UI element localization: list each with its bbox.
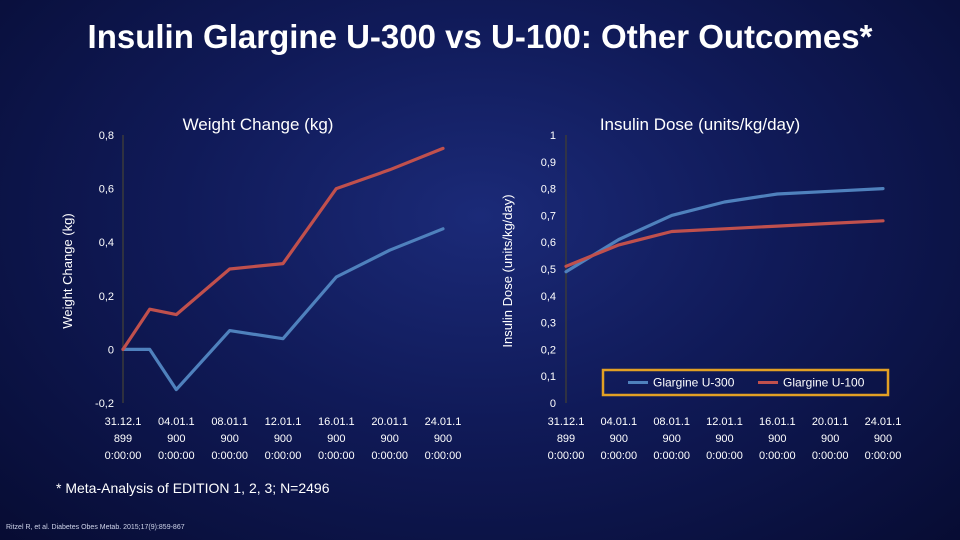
dose-x-tick-label: 20.01.1 bbox=[812, 416, 849, 428]
dose-x-tick-label: 900 bbox=[874, 433, 892, 445]
dose-x-tick-label: 900 bbox=[715, 433, 733, 445]
weight-x-tick-label: 24.01.1 bbox=[425, 416, 462, 428]
dose-x-tick-label: 899 bbox=[557, 433, 575, 445]
dose-y-tick-label: 0,8 bbox=[541, 184, 556, 196]
dose-legend-label: Glargine U-300 bbox=[653, 376, 735, 390]
weight-x-tick-label: 900 bbox=[434, 433, 452, 445]
weight-y-tick-label: 0,6 bbox=[99, 184, 114, 196]
dose-x-tick-label: 24.01.1 bbox=[865, 416, 902, 428]
dose-x-tick-label: 900 bbox=[821, 433, 839, 445]
weight-x-tick-label: 04.01.1 bbox=[158, 416, 195, 428]
weight-x-tick-label: 08.01.1 bbox=[211, 416, 248, 428]
dose-x-tick-label: 04.01.1 bbox=[600, 416, 637, 428]
slide-title: Insulin Glargine U-300 vs U-100: Other O… bbox=[87, 18, 873, 55]
weight-y-tick-label: -0,2 bbox=[95, 398, 114, 410]
weight-chart-title: Weight Change (kg) bbox=[183, 115, 334, 134]
dose-x-tick-label: 900 bbox=[768, 433, 786, 445]
dose-y-tick-label: 0,9 bbox=[541, 157, 556, 169]
weight-x-tick-label: 900 bbox=[220, 433, 238, 445]
dose-y-tick-label: 0 bbox=[550, 398, 556, 410]
weight-x-tick-label: 0:00:00 bbox=[425, 450, 462, 462]
dose-y-tick-label: 1 bbox=[550, 130, 556, 142]
weight-x-tick-label: 899 bbox=[114, 433, 132, 445]
weight-x-tick-label: 0:00:00 bbox=[158, 450, 195, 462]
dose-chart-title: Insulin Dose (units/kg/day) bbox=[600, 115, 800, 134]
weight-x-tick-label: 900 bbox=[327, 433, 345, 445]
dose-y-tick-label: 0,5 bbox=[541, 264, 556, 276]
weight-x-tick-label: 20.01.1 bbox=[371, 416, 408, 428]
dose-y-tick-label: 0,7 bbox=[541, 210, 556, 222]
weight-y-tick-label: 0,4 bbox=[99, 237, 114, 249]
dose-x-tick-label: 0:00:00 bbox=[865, 450, 902, 462]
dose-x-tick-label: 0:00:00 bbox=[706, 450, 743, 462]
weight-y-tick-label: 0,2 bbox=[99, 291, 114, 303]
dose-y-tick-label: 0,2 bbox=[541, 344, 556, 356]
dose-x-tick-label: 0:00:00 bbox=[812, 450, 849, 462]
weight-x-tick-label: 0:00:00 bbox=[265, 450, 302, 462]
dose-x-tick-label: 900 bbox=[662, 433, 680, 445]
dose-y-tick-label: 0,6 bbox=[541, 237, 556, 249]
dose-x-tick-label: 0:00:00 bbox=[600, 450, 637, 462]
dose-x-tick-label: 0:00:00 bbox=[759, 450, 796, 462]
dose-series-line-u300 bbox=[564, 187, 885, 274]
weight-x-tick-label: 31.12.1 bbox=[105, 416, 142, 428]
footnote: * Meta-Analysis of EDITION 1, 2, 3; N=24… bbox=[56, 480, 330, 496]
dose-x-tick-label: 0:00:00 bbox=[548, 450, 585, 462]
weight-y-tick-label: 0 bbox=[108, 344, 114, 356]
weight-x-tick-label: 900 bbox=[274, 433, 292, 445]
weight-x-tick-label: 12.01.1 bbox=[265, 416, 302, 428]
weight-x-tick-label: 0:00:00 bbox=[105, 450, 142, 462]
weight-x-tick-label: 900 bbox=[380, 433, 398, 445]
weight-x-tick-label: 900 bbox=[167, 433, 185, 445]
dose-y-tick-label: 0,3 bbox=[541, 318, 556, 330]
dose-x-tick-label: 16.01.1 bbox=[759, 416, 796, 428]
dose-legend-box bbox=[601, 368, 890, 397]
dose-legend-label: Glargine U-100 bbox=[783, 376, 865, 390]
dose-y-tick-label: 0,1 bbox=[541, 371, 556, 383]
weight-series-line-u100 bbox=[121, 146, 445, 351]
weight-series-line-u300 bbox=[121, 227, 445, 392]
weight-x-tick-label: 0:00:00 bbox=[318, 450, 355, 462]
dose-x-tick-label: 08.01.1 bbox=[653, 416, 690, 428]
dose-series-line-u100 bbox=[564, 219, 885, 268]
weight-y-tick-label: 0,8 bbox=[99, 130, 114, 142]
dose-y-tick-label: 0,4 bbox=[541, 291, 556, 303]
dose-x-tick-label: 12.01.1 bbox=[706, 416, 743, 428]
dose-x-tick-label: 31.12.1 bbox=[548, 416, 585, 428]
dose-x-tick-label: 0:00:00 bbox=[653, 450, 690, 462]
weight-x-tick-label: 0:00:00 bbox=[371, 450, 408, 462]
citation: Ritzel R, et al. Diabetes Obes Metab. 20… bbox=[6, 524, 185, 531]
dose-y-axis-label: Insulin Dose (units/kg/day) bbox=[500, 194, 515, 347]
dose-x-tick-label: 900 bbox=[610, 433, 628, 445]
weight-x-tick-label: 0:00:00 bbox=[211, 450, 248, 462]
weight-y-axis-label: Weight Change (kg) bbox=[60, 213, 75, 328]
weight-x-tick-label: 16.01.1 bbox=[318, 416, 355, 428]
